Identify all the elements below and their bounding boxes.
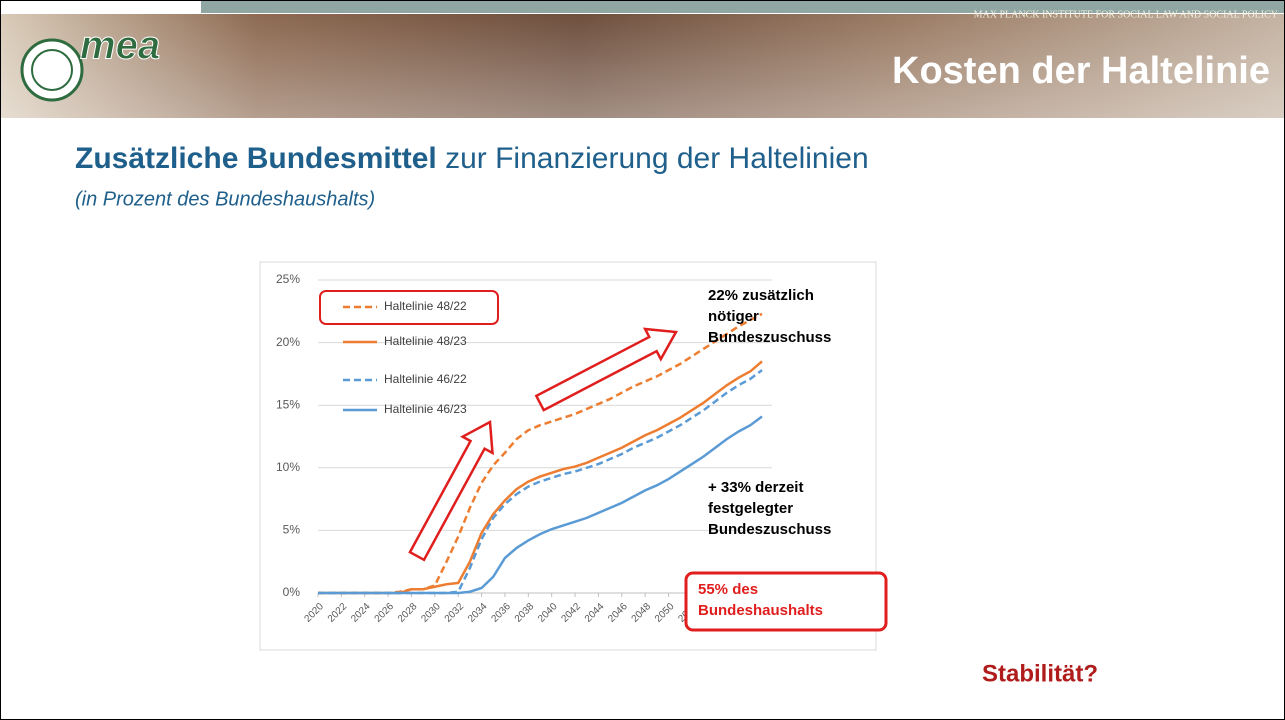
annotation-text: nötiger xyxy=(708,308,759,325)
annotation-text: 22% zusätzlich xyxy=(708,287,814,304)
logo-emblem-inner xyxy=(31,49,73,91)
top-bar-gap xyxy=(1,1,201,14)
header-title: Kosten der Haltelinie xyxy=(892,50,1270,92)
series-line xyxy=(318,369,763,595)
top-bar xyxy=(200,1,1284,13)
logo-text: mea xyxy=(80,24,160,68)
footer-question: Stabilität? xyxy=(982,660,1098,687)
institute-name: MAX PLANCK INSTITUTE FOR SOCIAL LAW AND … xyxy=(974,9,1278,20)
y-tick-label: 20% xyxy=(276,335,300,349)
annotation-text: + 33% derzeit xyxy=(708,479,803,496)
series-line xyxy=(318,312,763,595)
slide-title-bold: Zusätzliche Bundesmittel xyxy=(75,142,437,175)
y-tick-label: 25% xyxy=(276,272,300,286)
annotation-text: Bundeszuschuss xyxy=(708,329,831,346)
legend-label: Haltelinie 46/23 xyxy=(384,402,467,416)
legend-label: Haltelinie 46/22 xyxy=(384,372,467,386)
chart: 0%5%10%15%20%25%2020 2022 2024 2026 2028 2030… xyxy=(276,272,888,632)
legend-highlight xyxy=(319,290,499,325)
annotation-text: Bundeshaushalts xyxy=(698,602,823,619)
legend-label: Haltelinie 48/22 xyxy=(384,299,467,313)
annotation-text: 55% des xyxy=(698,581,758,598)
legend-label: Haltelinie 48/23 xyxy=(384,334,467,348)
logo-emblem xyxy=(20,38,84,102)
annotation-arrow xyxy=(408,419,494,562)
annotation-text: festgelegter xyxy=(708,500,793,517)
slide-title: Zusätzliche Bundesmittel zur Finanzierun… xyxy=(75,142,869,175)
slide-title-rest: zur Finanzierung der Haltelinien xyxy=(437,142,869,175)
y-tick-label: 15% xyxy=(276,397,300,411)
series-line xyxy=(318,415,763,595)
y-tick-label: 10% xyxy=(276,460,300,474)
slide-subtitle: (in Prozent des Bundeshaushalts) xyxy=(75,188,375,210)
y-tick-label: 0% xyxy=(283,585,301,599)
annotation-box xyxy=(684,571,888,632)
y-tick-label: 5% xyxy=(283,523,301,537)
annotation-arrow xyxy=(534,327,679,412)
annotation-text: Bundeszuschuss xyxy=(708,521,831,538)
header-fade xyxy=(1,14,1284,118)
